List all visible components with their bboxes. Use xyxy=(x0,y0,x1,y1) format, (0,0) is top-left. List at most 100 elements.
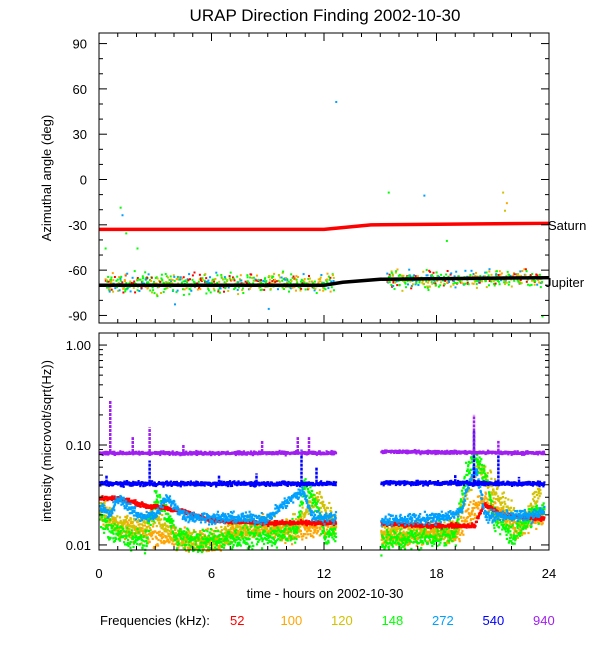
intensity-point-148 xyxy=(174,526,177,529)
azimuth-point-148 xyxy=(464,282,467,285)
azimuth-point-272 xyxy=(284,278,287,281)
intensity-point-120 xyxy=(228,529,231,532)
intensity-point-148 xyxy=(423,529,426,532)
intensity-point-120 xyxy=(111,515,114,518)
intensity-point-120 xyxy=(114,517,117,520)
azimuth-point-148 xyxy=(265,282,267,285)
intensity-point-120 xyxy=(134,526,137,529)
intensity-point-148 xyxy=(435,539,439,542)
intensity-point-120 xyxy=(320,510,323,513)
intensity-point-120 xyxy=(277,526,281,529)
azimuth-point-52 xyxy=(428,269,431,272)
intensity-point-148 xyxy=(170,518,173,521)
intensity-point-120 xyxy=(527,505,530,508)
intensity-point-148 xyxy=(301,501,304,504)
intensity-point-148 xyxy=(296,531,299,534)
intensity-point-120 xyxy=(209,542,212,545)
intensity-point-148 xyxy=(165,519,168,523)
intensity-point-120 xyxy=(239,523,242,526)
intensity-point-148 xyxy=(147,521,151,524)
intensity-point-100 xyxy=(485,497,488,500)
intensity-point-148 xyxy=(198,549,202,552)
intensity-point-148 xyxy=(119,531,122,534)
intensity-point-120 xyxy=(184,542,187,545)
azimuth-point-148 xyxy=(327,275,330,278)
intensity-point-148 xyxy=(410,540,413,543)
intensity-point-100 xyxy=(469,501,472,504)
azimuth-point-52 xyxy=(276,280,279,283)
intensity-point-148 xyxy=(426,542,429,545)
intensity-point-120 xyxy=(481,465,484,468)
azimuth-point-148 xyxy=(447,275,450,278)
intensity-point-120 xyxy=(144,521,147,524)
azimuth-point-148 xyxy=(106,286,108,289)
intensity-point-148 xyxy=(217,541,220,544)
intensity-point-148 xyxy=(199,546,203,549)
azimuth-point-148 xyxy=(282,270,285,273)
intensity-point-100 xyxy=(427,530,430,533)
intensity-point-100 xyxy=(305,525,308,528)
intensity-point-120 xyxy=(403,532,406,535)
intensity-point-148 xyxy=(300,500,303,503)
intensity-point-148 xyxy=(291,517,294,521)
intensity-point-148 xyxy=(440,538,443,541)
intensity-point-148 xyxy=(140,539,143,542)
intensity-point-148 xyxy=(119,536,122,539)
intensity-point-100 xyxy=(406,543,409,547)
intensity-point-148 xyxy=(519,525,522,528)
intensity-point-148 xyxy=(231,541,234,544)
intensity-point-100 xyxy=(287,529,290,532)
azimuth-point-148 xyxy=(281,286,284,289)
intensity-point-148 xyxy=(505,533,508,536)
intensity-point-120 xyxy=(314,498,317,502)
intensity-point-148 xyxy=(150,516,153,519)
azimuth-point-52 xyxy=(513,273,516,276)
intensity-point-148 xyxy=(221,533,224,536)
intensity-point-120 xyxy=(155,502,158,505)
intensity-point-148 xyxy=(277,528,280,531)
azimuth-point-52 xyxy=(198,273,201,276)
azimuth-point-100 xyxy=(314,287,317,290)
intensity-point-148 xyxy=(172,519,175,522)
intensity-point-100 xyxy=(492,504,495,507)
azimuth-point-120 xyxy=(436,279,439,282)
intensity-point-148 xyxy=(164,518,167,521)
azimuth-point-148 xyxy=(404,281,407,284)
intensity-point-120 xyxy=(277,530,280,533)
intensity-point-120 xyxy=(428,533,431,536)
intensity-point-148 xyxy=(194,543,197,546)
intensity-point-52 xyxy=(133,500,136,503)
intensity-point-120 xyxy=(238,525,241,528)
azimuth-point-148 xyxy=(236,275,239,278)
intensity-point-148 xyxy=(543,507,546,511)
azimuth-point-100 xyxy=(326,272,329,275)
intensity-point-148 xyxy=(415,529,418,532)
intensity-point-148 xyxy=(508,525,511,528)
azimuth-point-52 xyxy=(198,287,201,289)
azimuth-point-52 xyxy=(432,271,435,274)
intensity-point-120 xyxy=(309,504,313,507)
azimuth-point-100 xyxy=(124,280,126,283)
intensity-point-148 xyxy=(110,526,113,529)
azimuth-point-100 xyxy=(423,282,425,285)
intensity-point-148 xyxy=(504,530,507,533)
azimuth-point-148 xyxy=(272,275,275,278)
intensity-point-148 xyxy=(193,530,196,533)
intensity-point-120 xyxy=(489,469,492,472)
intensity-point-148 xyxy=(213,540,216,543)
intensity-point-120 xyxy=(404,533,407,536)
intensity-point-148 xyxy=(171,531,175,534)
intensity-point-148 xyxy=(136,542,139,546)
intensity-point-148 xyxy=(442,527,445,530)
intensity-point-148 xyxy=(542,502,545,505)
intensity-point-100 xyxy=(535,527,538,530)
azimuth-point-120 xyxy=(279,276,282,279)
intensity-point-148 xyxy=(510,536,513,539)
intensity-point-148 xyxy=(468,470,471,473)
intensity-point-148 xyxy=(448,534,451,537)
azimuth-outlier-272 xyxy=(121,214,124,217)
azimuth-point-52 xyxy=(122,291,125,294)
intensity-point-148 xyxy=(394,536,397,539)
azimuth-point-100 xyxy=(256,274,258,277)
intensity-point-120 xyxy=(198,543,201,546)
